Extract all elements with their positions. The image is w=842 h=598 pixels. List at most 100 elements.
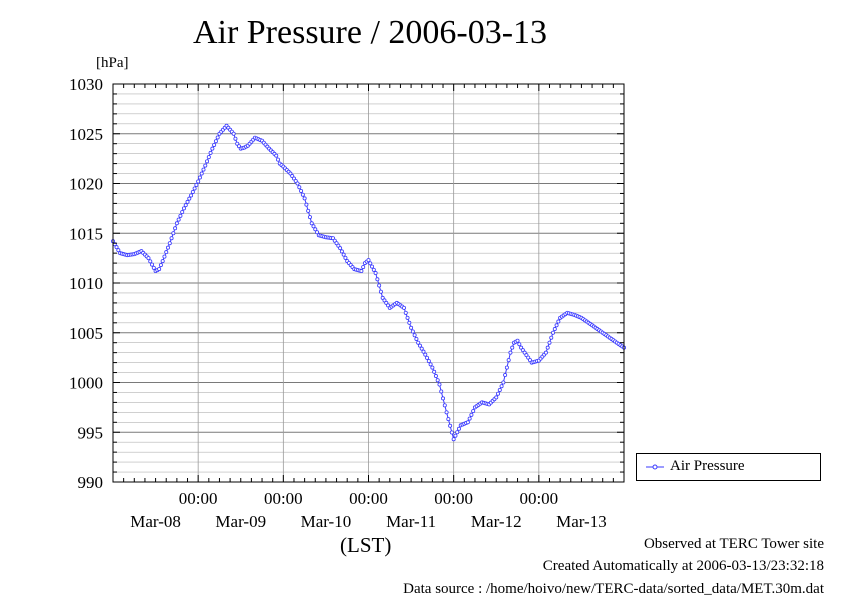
y-tick-label: 1005 xyxy=(69,324,103,343)
data-point xyxy=(295,181,300,186)
data-point xyxy=(359,269,364,274)
data-point xyxy=(212,142,217,147)
data-point xyxy=(469,412,474,417)
data-point xyxy=(185,199,190,204)
x-time-label: 00:00 xyxy=(179,489,218,508)
data-point xyxy=(405,315,410,320)
legend-series-label: Air Pressure xyxy=(670,458,745,474)
x-day-label: Mar-11 xyxy=(386,512,436,531)
data-point xyxy=(158,263,163,268)
data-point xyxy=(471,409,476,414)
x-time-label: 00:00 xyxy=(349,489,388,508)
data-point xyxy=(368,261,373,266)
data-point xyxy=(181,206,186,211)
legend-marker-icon xyxy=(646,464,664,470)
y-tick-label: 1020 xyxy=(69,175,103,194)
data-point xyxy=(414,336,419,341)
data-point xyxy=(549,335,554,340)
data-point xyxy=(215,135,220,140)
data-point xyxy=(432,369,437,374)
data-point xyxy=(309,221,314,226)
footer-created-timestamp: Created Automatically at 2006-03-13/23:3… xyxy=(542,558,824,574)
x-day-label: Mar-08 xyxy=(130,512,181,531)
legend-marker xyxy=(652,464,658,470)
data-point xyxy=(343,255,348,260)
data-point xyxy=(554,323,559,328)
data-point xyxy=(338,246,343,251)
data-point xyxy=(370,264,375,269)
x-time-label: 00:00 xyxy=(264,489,303,508)
data-point xyxy=(421,349,426,354)
data-point xyxy=(171,231,176,236)
data-point xyxy=(412,333,417,338)
data-point xyxy=(208,150,213,155)
data-point xyxy=(556,319,561,324)
x-day-label: Mar-10 xyxy=(301,512,352,531)
y-tick-label: 1010 xyxy=(69,274,103,293)
data-point xyxy=(503,373,508,378)
data-point xyxy=(199,171,204,176)
data-point xyxy=(378,289,383,294)
data-point xyxy=(419,346,424,351)
data-point xyxy=(116,248,121,253)
data-point xyxy=(180,210,185,215)
data-point xyxy=(274,153,279,158)
axis-tick-labels: 990 995 1000 1005 1010 1015 1020 1025 1030 00:00 0… xyxy=(69,75,624,531)
data-point xyxy=(339,249,344,254)
data-point xyxy=(373,271,378,276)
data-point xyxy=(425,355,430,360)
data-point xyxy=(197,175,202,180)
data-point xyxy=(190,189,195,194)
data-point xyxy=(302,196,307,201)
data-point xyxy=(510,345,515,350)
x-axis-label: (LST) xyxy=(340,533,392,557)
data-point xyxy=(426,359,431,364)
data-point xyxy=(499,384,504,389)
data-point xyxy=(213,139,218,144)
data-point xyxy=(433,374,438,379)
data-point xyxy=(169,236,174,241)
data-point xyxy=(437,382,442,387)
data-point xyxy=(203,163,208,168)
x-time-label: 00:00 xyxy=(519,489,558,508)
data-point xyxy=(403,310,408,315)
data-point xyxy=(166,245,171,250)
data-point xyxy=(194,182,199,187)
data-point xyxy=(210,146,215,151)
data-point xyxy=(409,325,414,330)
data-point xyxy=(377,283,382,288)
data-point xyxy=(435,378,440,383)
data-point xyxy=(173,226,178,231)
data-point xyxy=(164,250,169,255)
y-tick-label: 1015 xyxy=(69,224,103,243)
data-point xyxy=(304,202,309,207)
data-point xyxy=(455,430,460,435)
data-point xyxy=(162,254,167,259)
data-point xyxy=(451,437,456,442)
data-point xyxy=(494,395,499,400)
chart-title: Air Pressure / 2006-03-13 xyxy=(192,14,548,51)
data-point xyxy=(446,417,451,422)
data-point xyxy=(148,259,153,264)
data-point xyxy=(341,252,346,257)
data-point xyxy=(407,320,412,325)
data-point xyxy=(299,188,304,193)
x-day-label: Mar-13 xyxy=(556,512,607,531)
data-point xyxy=(456,426,461,431)
x-time-label: 00:00 xyxy=(434,489,473,508)
data-point xyxy=(183,203,188,208)
data-point xyxy=(441,396,446,401)
data-point xyxy=(233,136,238,141)
data-point xyxy=(307,215,312,220)
y-tick-label: 995 xyxy=(78,423,104,442)
y-axis-unit-label: [hPa] xyxy=(96,55,129,71)
data-point xyxy=(371,267,376,272)
chart-series xyxy=(111,123,627,442)
data-point xyxy=(151,265,156,270)
data-point xyxy=(315,230,320,235)
y-tick-label: 1025 xyxy=(69,125,103,144)
data-point xyxy=(517,342,522,347)
data-point xyxy=(276,157,281,162)
data-point xyxy=(231,131,236,136)
